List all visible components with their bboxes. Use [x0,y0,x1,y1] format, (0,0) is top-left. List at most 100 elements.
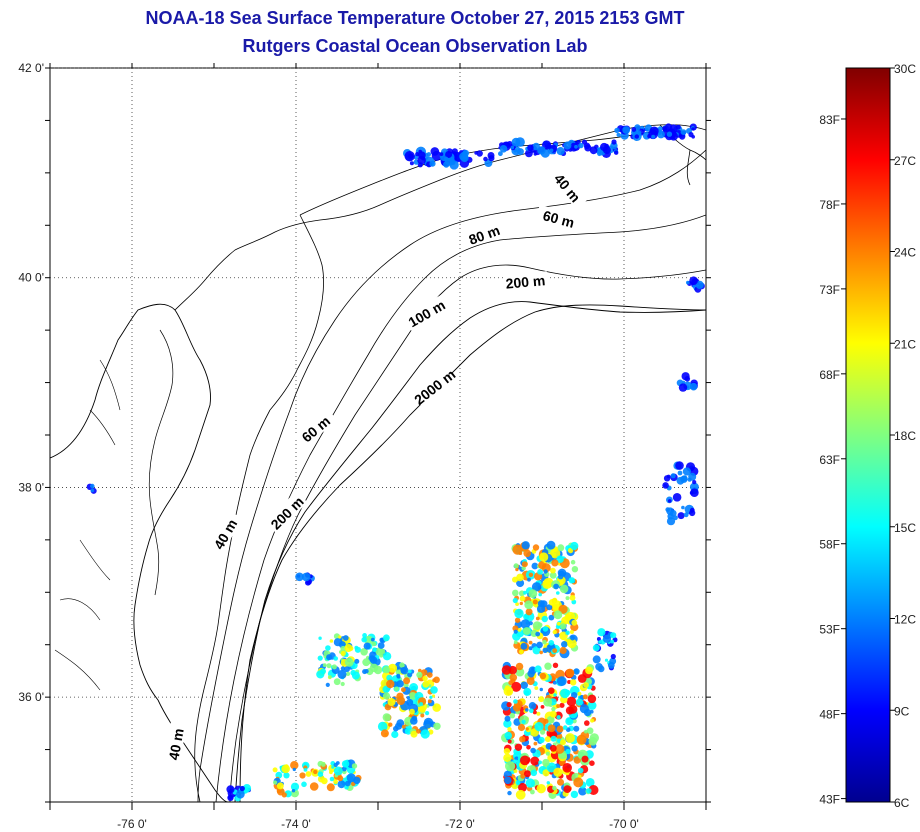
sst-pixel [542,140,552,150]
sst-pixel [338,635,342,639]
sst-pixel [570,635,575,641]
sst-pixel [556,676,567,687]
sst-pixel [326,783,335,792]
sst-pixel [565,668,575,678]
sst-pixel [420,729,430,739]
sst-pixel [517,627,522,632]
sst-pixel [420,713,425,718]
sst-pixel [404,151,415,162]
sst-pixel [445,151,453,158]
sst-pixel [689,507,695,513]
sst-pixel [556,147,565,156]
sst-pixel [506,702,512,708]
sst-pixel [586,727,594,735]
sst-pixel [566,696,577,707]
sst-pixel [511,137,521,147]
sst-pixel [515,602,519,606]
sst-pixel [689,276,698,286]
sst-pixel [326,663,332,669]
sst-pixel [393,725,399,732]
sst-pixel [408,692,417,700]
sst-pixel [597,628,606,637]
sst-pixel [333,766,343,776]
sst-pixel [677,470,683,476]
sst-pixel [565,596,570,601]
sst-pixel [688,472,697,481]
sst-pixel [498,151,503,157]
sst-pixel [576,734,587,745]
sst-pixel [344,658,354,667]
sst-pixel [516,573,524,582]
sst-pixel [531,562,539,570]
sst-pixel [556,715,561,720]
sst-pixel [433,722,441,730]
sst-pixel [553,693,557,697]
contour-label: 200 m [505,272,546,291]
sst-pixel [534,722,544,732]
sst-pixel [544,736,551,743]
sst-pixel [540,729,546,735]
sst-pixel [273,780,278,785]
sst-pixel [536,784,546,794]
sst-pixel [503,748,511,755]
sst-pixel [565,630,570,635]
sst-pixel [444,156,449,161]
sst-pixel [528,640,533,645]
sst-pixel [532,710,537,715]
lat-tick-label: 42 0' [18,61,44,75]
sst-pixel [515,789,526,800]
sst-pixel [691,127,695,131]
sst-pixel [675,461,684,470]
celsius-label: 6C [894,796,910,810]
fahrenheit-label: 78F [819,198,840,212]
sst-pixel [503,719,512,728]
contour-label-bg [403,294,450,331]
sst-pixel [401,724,406,729]
sst-pixel [537,569,543,575]
sst-pixel [388,722,393,727]
sst-pixel [510,145,515,150]
sst-pixel [568,577,574,583]
fahrenheit-label: 58F [819,538,840,552]
sst-pixel [333,638,342,647]
sst-pixel [570,559,576,565]
sst-pixel [382,666,390,674]
sst-pixel [346,671,351,677]
contour-label: 60 m [541,207,576,231]
sst-pixel [552,785,557,791]
sst-pixel [542,626,549,632]
sst-pixel [372,647,377,652]
sst-pixel [584,729,588,734]
sst-pixel [670,473,676,479]
sst-pixel [513,563,519,569]
sst-pixel [513,769,518,773]
sst-pixel [681,505,685,510]
sst-pixel [476,150,483,157]
colorbar [845,67,891,803]
sst-pixel [386,679,395,689]
sst-pixel [549,710,557,718]
sst-pixel [542,769,550,777]
sst-pixel [542,647,548,653]
sst-pixel [556,725,564,733]
sst-pixel [683,512,689,518]
sst-pixel [609,657,617,665]
sst-pixel [508,680,514,686]
sst-pixel [682,467,692,476]
sst-pixel [546,781,550,785]
lon-tick-label: -70 0' [609,817,639,831]
sst-pixel [595,663,603,671]
sst-pixel [616,132,621,137]
sst-pixel [362,633,367,638]
sst-pixel [344,780,351,787]
sst-pixel [556,621,561,626]
sst-pixel [534,686,539,690]
sst-pixel [501,665,512,675]
sst-pixel [530,789,535,795]
sst-pixel [532,599,538,605]
sst-pixel [515,567,519,572]
sst-pixel [548,687,555,694]
sst-pixel [548,599,556,606]
contour-label-bg [206,510,243,557]
sst-pixel [317,775,325,783]
